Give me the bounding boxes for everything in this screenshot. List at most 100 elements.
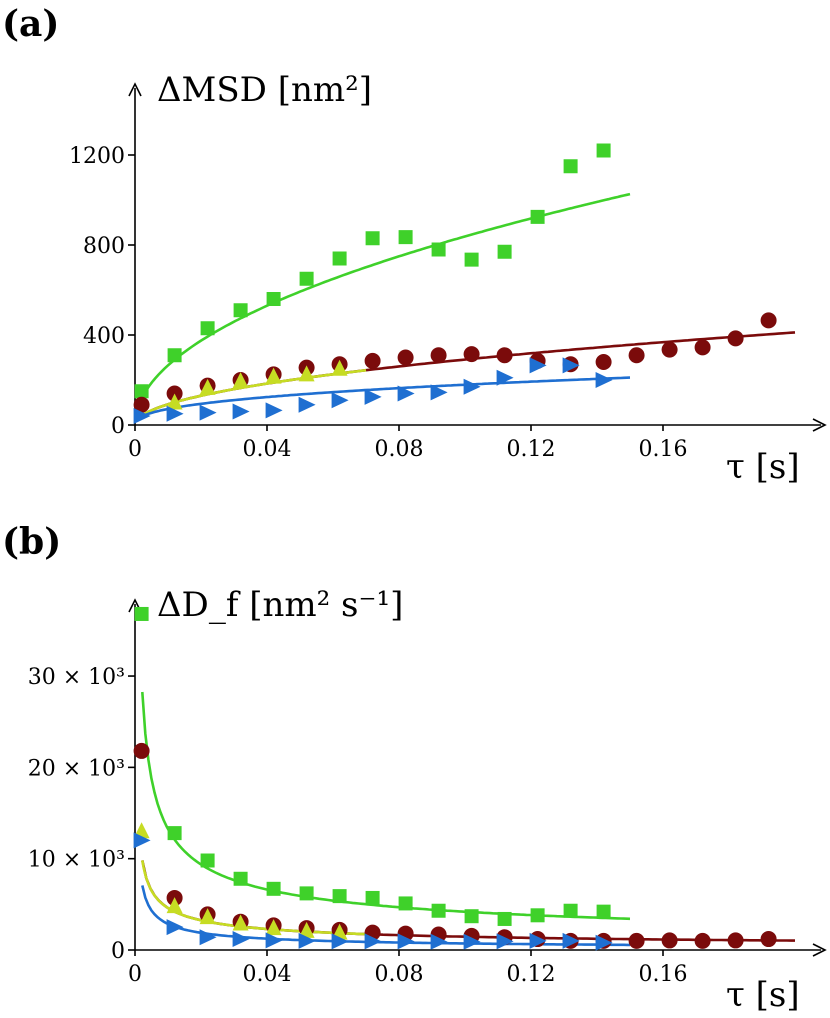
dark-red-point <box>397 349 414 366</box>
dark-red-point <box>694 339 711 356</box>
green-fit-curve <box>135 192 631 413</box>
green-point <box>167 826 182 841</box>
x-axis-arrow <box>812 418 827 432</box>
green-point <box>596 904 611 919</box>
green-point <box>134 384 149 399</box>
y-tick-label: 1200 <box>69 144 125 169</box>
blue-point <box>232 403 250 420</box>
dark-red-point <box>496 347 513 364</box>
dark-red-point <box>628 347 645 364</box>
y-tick-label: 0 <box>111 414 125 439</box>
green-point <box>365 231 380 246</box>
y-axis-arrow <box>128 82 142 97</box>
blue-point <box>364 933 382 950</box>
panel-a-xlabel: τ [s] <box>726 447 800 487</box>
green-point <box>530 209 545 224</box>
panel-b-axes: 0 0.04 0.08 0.12 0.16 0 10 × 10³ 20 × 10³ 30 × 1… <box>28 598 827 987</box>
green-point <box>398 896 413 911</box>
panel-b: (b) ΔD_f [nm² s⁻¹] τ [s] 0 0.04 0.08 0.12 0.… <box>2 521 827 1015</box>
green-point <box>398 230 413 245</box>
green-point <box>266 881 281 896</box>
green-point <box>134 606 149 621</box>
blue-point <box>232 931 250 948</box>
blue-point <box>562 932 580 949</box>
blue-point <box>595 934 613 951</box>
yellow-point <box>298 921 315 938</box>
blue-point <box>496 933 514 950</box>
panel-a-label: (a) <box>2 3 59 45</box>
dark-red-point <box>628 932 645 949</box>
green-point <box>464 252 479 267</box>
yellow-point <box>166 897 183 914</box>
blue-point <box>529 357 547 374</box>
blue-point <box>298 932 316 949</box>
panel-b-ylabel: ΔD_f [nm² s⁻¹] <box>157 585 403 625</box>
green-point <box>431 242 446 257</box>
blue-point <box>397 385 415 402</box>
dark-red-point <box>760 312 777 329</box>
green-point <box>332 889 347 904</box>
blue-point <box>298 396 316 413</box>
green-point <box>233 871 248 886</box>
x-tick-label: 0.04 <box>243 962 292 987</box>
green-point <box>233 303 248 318</box>
y-tick-label: 800 <box>83 234 125 259</box>
dark-red-point <box>760 931 777 948</box>
yellow-point <box>199 908 216 925</box>
blue-point <box>166 919 184 936</box>
dark-red-point <box>463 346 480 363</box>
green-point <box>200 321 215 336</box>
dark-red-point <box>133 742 150 759</box>
dark-red-point <box>661 341 678 358</box>
blue-point <box>166 405 184 422</box>
panel-b-label: (b) <box>2 521 61 563</box>
y-tick-label: 400 <box>83 324 125 349</box>
blue-point <box>463 378 481 395</box>
x-tick-label: 0.08 <box>375 437 424 462</box>
green-point <box>299 886 314 901</box>
blue-point <box>199 404 217 421</box>
dark-red-point <box>364 352 381 369</box>
dark-red-point <box>133 396 150 413</box>
blue-point <box>133 832 151 849</box>
dark-red-point <box>661 932 678 949</box>
green-point <box>167 348 182 363</box>
blue-point <box>397 933 415 950</box>
yellow-point <box>298 365 315 382</box>
green-point <box>332 251 347 266</box>
blue-point <box>430 384 448 401</box>
y-tick-label: 20 × 10³ <box>28 756 125 781</box>
blue-point <box>364 388 382 405</box>
blue-point <box>496 369 514 386</box>
panel-a: (a) ΔMSD [nm²] τ [s] 0 0.04 0.08 0.12 0.16 0 4… <box>2 3 827 487</box>
green-point <box>365 890 380 905</box>
yellow-point <box>133 822 150 839</box>
green-point <box>497 911 512 926</box>
blue-point <box>463 933 481 950</box>
panel-b-marks <box>133 606 777 951</box>
dark-red-point <box>430 347 447 364</box>
x-tick-label: 0.12 <box>507 437 556 462</box>
blue-point <box>430 933 448 950</box>
y-tick-label: 0 <box>111 939 125 964</box>
green-point <box>299 271 314 286</box>
x-axis-arrow <box>812 943 827 957</box>
dark-red-point <box>595 354 612 370</box>
yellow-point <box>331 359 348 376</box>
blue-point <box>595 372 613 388</box>
yellow-fit-curve <box>141 860 366 936</box>
blue-point <box>265 932 283 949</box>
yellow-point <box>265 919 282 936</box>
blue-point <box>265 402 283 419</box>
yellow-point <box>166 393 183 410</box>
green-point <box>431 903 446 918</box>
dark-red-point <box>694 932 711 949</box>
green-point <box>530 908 545 923</box>
x-tick-label: 0.12 <box>507 962 556 987</box>
x-tick-label: 0.16 <box>639 962 688 987</box>
panel-a-marks <box>133 143 777 424</box>
x-tick-label: 0 <box>128 437 142 462</box>
green-point <box>596 143 611 158</box>
yellow-point <box>232 372 249 389</box>
